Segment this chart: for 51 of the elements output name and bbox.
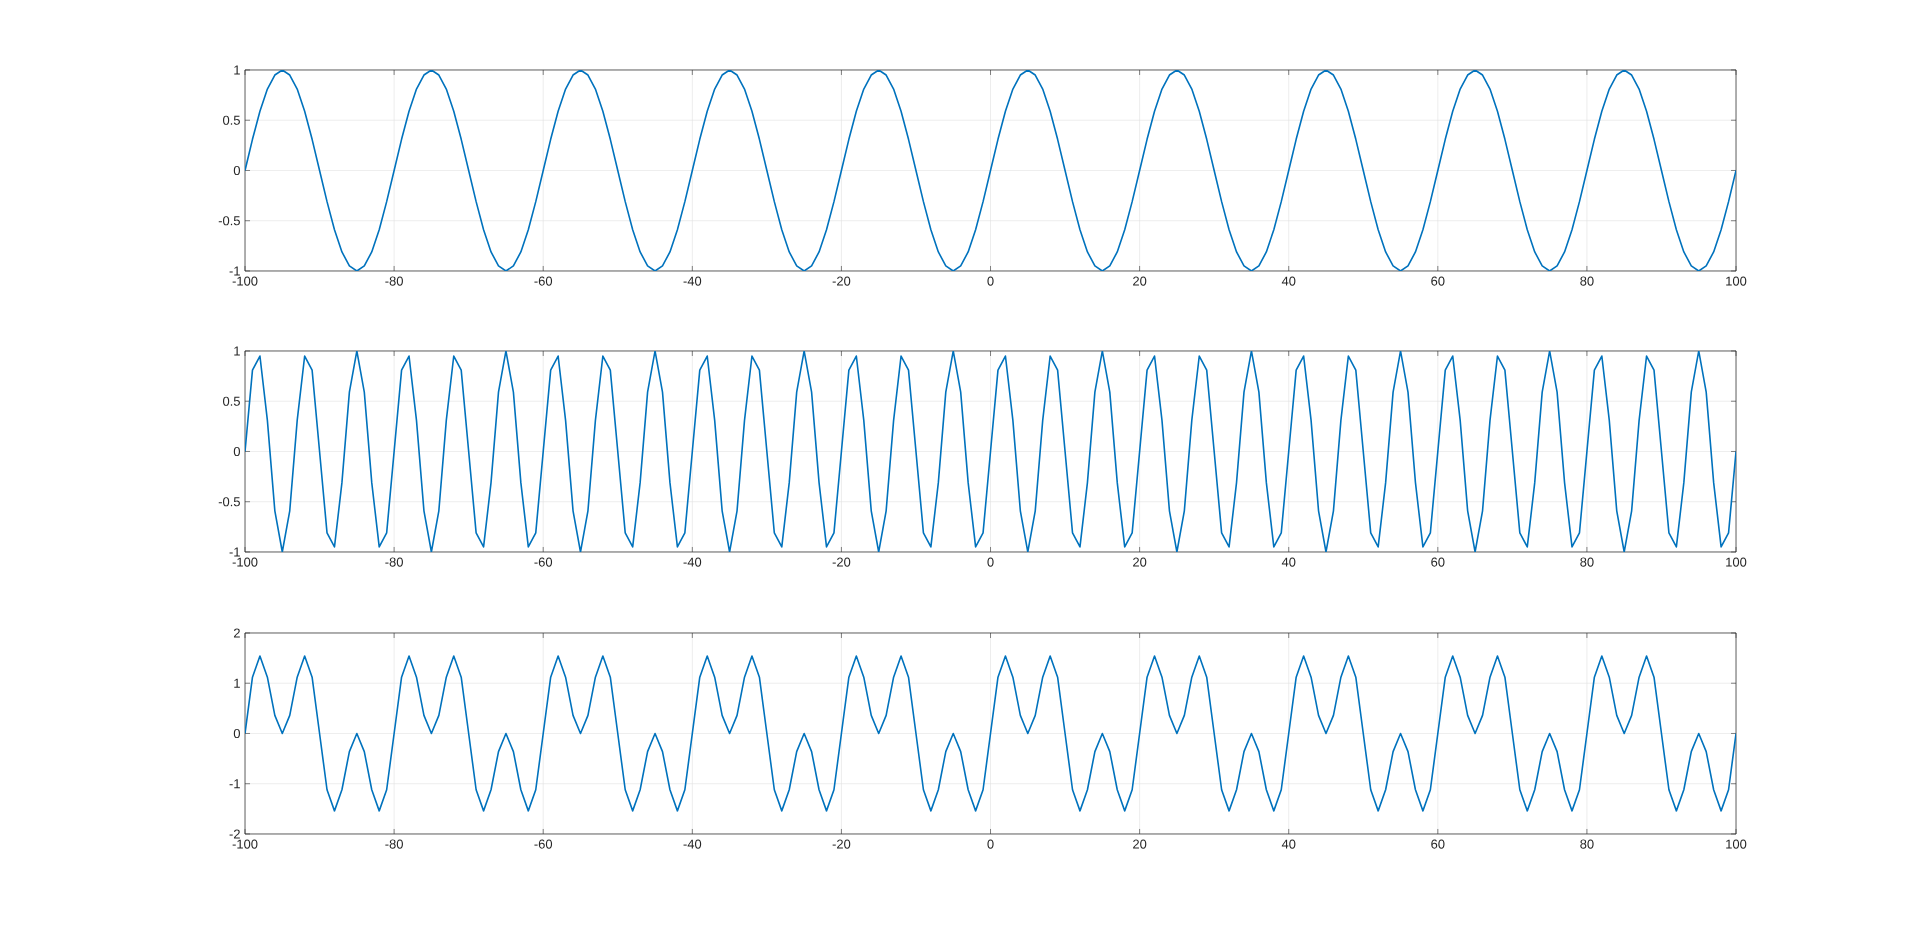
x-tick-label: -60 [534,839,553,849]
y-tick-label: 0 [233,446,240,457]
x-tick-label: 40 [1281,839,1296,849]
x-tick-label: 100 [1726,557,1747,567]
x-tick-label: 20 [1133,276,1147,286]
y-tick-label: -0.5 [218,216,240,226]
x-tick-label: -20 [832,557,851,567]
x-tick-label: -100 [232,276,258,286]
x-tick-label: 100 [1726,276,1747,286]
x-tick-label: 20 [1133,557,1147,567]
y-tick-label: 0.5 [223,115,240,125]
x-tick-label: -20 [832,839,851,849]
x-tick-label: 80 [1580,839,1594,849]
x-tick-label: -100 [232,557,258,567]
x-tick-label: 0 [987,839,994,849]
x-tick-label: -40 [683,276,702,286]
y-tick-label: 0.5 [223,396,240,406]
x-tick-label: -80 [385,839,403,849]
x-tick-label: 80 [1580,557,1594,567]
y-tick-label: 1 [234,346,240,356]
line-series [245,69,1737,271]
x-tick-label: -20 [832,276,851,286]
y-tick-label: -2 [229,829,240,839]
x-tick-label: 60 [1431,839,1445,849]
x-tick-label: 0 [987,276,994,286]
y-tick-label: -1 [229,547,240,557]
y-tick-label: -0.5 [218,497,240,507]
x-tick-label: -60 [534,276,553,286]
x-tick-label: 20 [1133,839,1147,849]
y-tick-label: 1 [234,65,240,75]
y-tick-label: 0 [233,165,240,176]
x-tick-label: 40 [1281,276,1296,286]
x-tick-label: -100 [232,839,258,849]
y-tick-label: -1 [229,779,240,789]
x-tick-label: -40 [683,557,702,567]
x-tick-label: -80 [385,276,403,286]
x-tick-label: 60 [1431,276,1445,286]
x-tick-label: 80 [1580,276,1594,286]
line-series [245,350,1737,552]
x-tick-label: -60 [534,557,553,567]
x-tick-label: -40 [683,839,702,849]
y-tick-label: -1 [229,266,240,276]
y-tick-label: 2 [233,628,240,638]
x-tick-label: 100 [1726,839,1747,849]
x-tick-label: 60 [1431,557,1445,567]
x-tick-label: 40 [1281,557,1296,567]
x-tick-label: -80 [385,557,403,567]
line-series [245,655,1737,812]
x-tick-label: 0 [987,557,994,567]
y-tick-label: 1 [234,678,240,688]
y-tick-label: 0 [233,728,240,739]
